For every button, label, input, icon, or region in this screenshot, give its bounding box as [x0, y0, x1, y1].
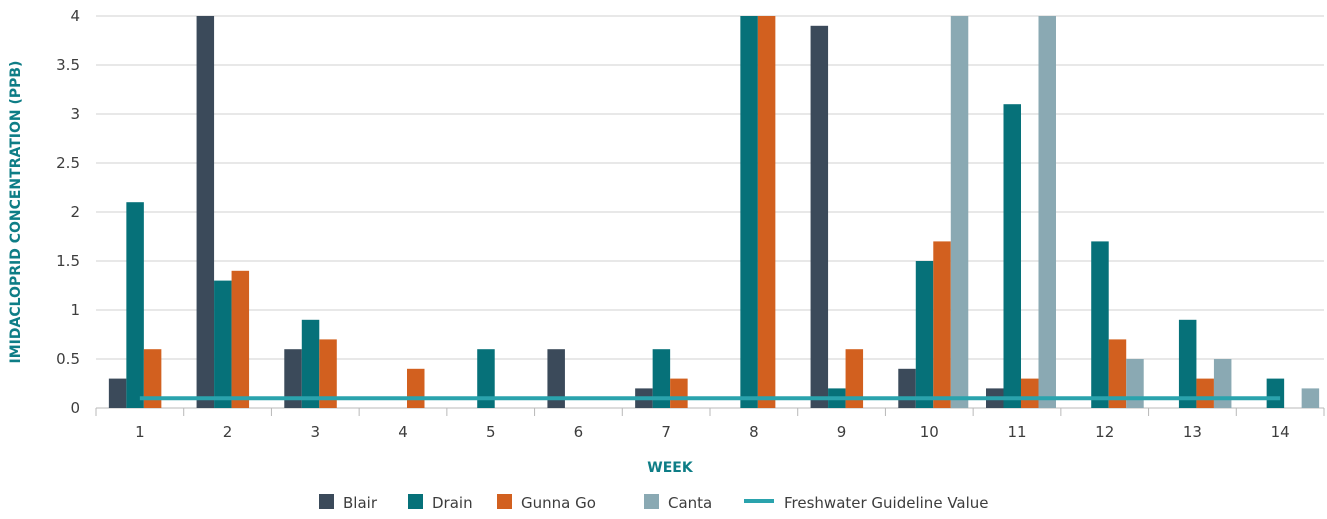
bar [301, 319, 320, 408]
y-tick-label: 1 [70, 301, 80, 319]
x-tick-label: 12 [1095, 423, 1114, 441]
bar [126, 202, 144, 408]
bar [1266, 378, 1285, 408]
bar [1091, 241, 1109, 408]
bar [1108, 339, 1127, 408]
legend: Blair Drain Gunna Go Canta Freshwater Guidel… [319, 494, 989, 512]
bar [108, 378, 127, 408]
legend-swatch [497, 494, 512, 509]
bar [477, 349, 495, 408]
y-tick-label: 4 [70, 7, 80, 25]
bar [214, 280, 232, 408]
bar [933, 241, 951, 408]
x-tick-label: 3 [311, 423, 321, 441]
bar [810, 25, 829, 409]
y-tick-label: 0.5 [56, 350, 80, 368]
x-axis-title: WEEK [647, 460, 694, 476]
bar [1003, 104, 1021, 408]
x-tick-label: 6 [574, 423, 584, 441]
bar [1196, 378, 1214, 408]
x-tick-label: 10 [920, 423, 939, 441]
x-tick-label: 1 [135, 423, 145, 441]
y-axis-ticks: 0 0.5 1 1.5 2 2.5 3 3.5 4 [56, 7, 80, 417]
y-tick-label: 1.5 [56, 252, 80, 270]
bars [108, 16, 1320, 409]
y-tick-label: 0 [70, 399, 80, 417]
bar [1126, 359, 1144, 408]
x-axis-ticks: 1 2 3 4 5 6 7 8 9 10 11 12 13 14 [95, 408, 1325, 441]
bar [1038, 16, 1056, 408]
y-tick-label: 3 [70, 105, 80, 123]
y-tick-label: 2.5 [56, 154, 80, 172]
legend-label: Drain [432, 494, 473, 512]
bar [1213, 359, 1232, 408]
legend-label: Blair [343, 494, 378, 512]
x-tick-label: 14 [1271, 423, 1290, 441]
legend-swatch [319, 494, 334, 509]
bar [1301, 388, 1320, 408]
y-tick-label: 3.5 [56, 56, 80, 74]
x-tick-label: 13 [1183, 423, 1202, 441]
bar [407, 368, 425, 408]
bar [845, 349, 864, 408]
x-tick-label: 2 [223, 423, 233, 441]
bar [143, 349, 162, 408]
bar [757, 16, 776, 408]
bar [231, 270, 250, 408]
x-tick-label: 9 [837, 423, 847, 441]
x-tick-label: 5 [486, 423, 496, 441]
bar [652, 349, 671, 408]
bar [670, 378, 688, 408]
bar [196, 16, 215, 408]
legend-swatch [644, 494, 659, 509]
bar [950, 16, 969, 408]
bar [319, 339, 337, 408]
y-axis-title: IMIDACLOPRID CONCENTRATION (PPB) [8, 61, 24, 364]
x-tick-label: 7 [661, 423, 671, 441]
x-tick-label: 4 [398, 423, 408, 441]
legend-label: Canta [668, 494, 712, 512]
x-tick-label: 11 [1007, 423, 1026, 441]
bar [740, 16, 758, 408]
y-tick-label: 2 [70, 203, 80, 221]
bar [898, 368, 916, 408]
x-tick-label: 8 [749, 423, 759, 441]
gridlines [96, 15, 1324, 409]
bar [547, 349, 565, 408]
legend-swatch [408, 494, 423, 509]
legend-label: Gunna Go [521, 494, 596, 512]
legend-label: Freshwater Guideline Value [784, 494, 989, 512]
bar [284, 349, 302, 408]
bar [1021, 378, 1039, 408]
bar [1178, 319, 1197, 408]
bar [915, 261, 934, 408]
